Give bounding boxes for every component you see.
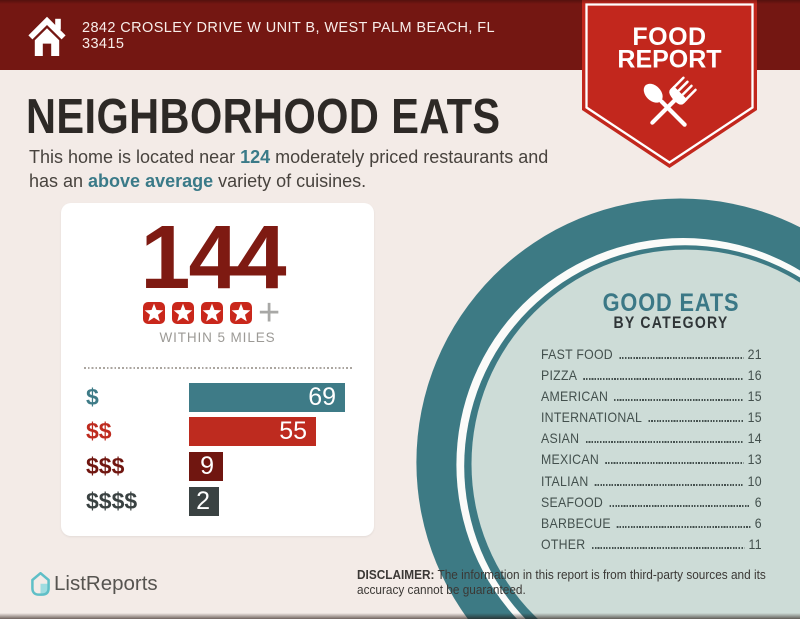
- svg-text:FOOD: FOOD: [632, 23, 706, 51]
- svg-text:REPORT: REPORT: [617, 46, 721, 74]
